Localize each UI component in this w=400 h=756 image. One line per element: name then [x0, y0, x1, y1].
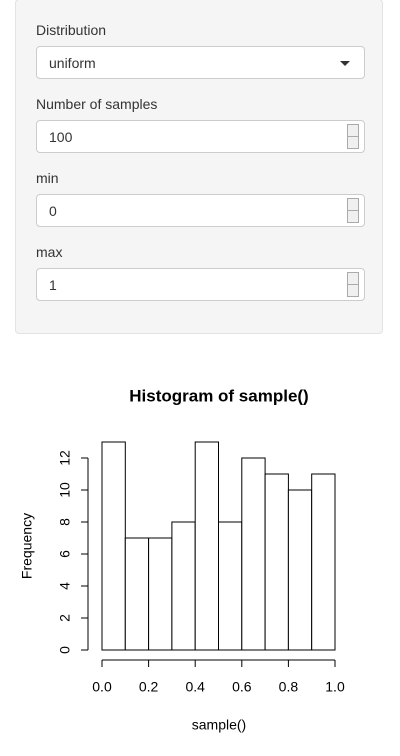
y-tick-label: 0 [57, 646, 73, 654]
chart-title: Histogram of sample() [129, 386, 308, 405]
y-tick-label: 4 [57, 582, 73, 590]
field-label: Distribution [36, 22, 107, 38]
x-tick-label: 0.6 [232, 679, 252, 695]
number-input[interactable]: 1 [36, 268, 365, 301]
x-tick-label: 1.0 [325, 679, 345, 695]
x-axis-label: sample() [192, 717, 246, 733]
spinner [347, 124, 359, 149]
number-input[interactable]: 0 [36, 194, 365, 227]
x-tick-label: 0.8 [279, 679, 299, 695]
select-input[interactable]: uniform [36, 46, 365, 79]
spinner [347, 272, 359, 297]
input-value: 100 [49, 129, 73, 145]
x-tick-label: 0.4 [185, 679, 205, 695]
y-tick-label: 12 [57, 450, 73, 466]
chart: Histogram of sample() sample() Frequency… [19, 386, 345, 733]
x-tick-label: 0.2 [139, 679, 159, 695]
bar [171, 521, 196, 651]
bar [124, 537, 150, 651]
spinner [347, 198, 359, 223]
input-value: uniform [49, 55, 96, 71]
bar [264, 473, 289, 651]
y-tick-label: 2 [57, 614, 73, 622]
number-input[interactable]: 100 [36, 120, 365, 153]
bar [101, 441, 126, 651]
y-tick-label: 8 [57, 518, 73, 526]
bar [311, 473, 336, 651]
dropdown-caret [340, 61, 350, 66]
x-tick-label: 0.0 [92, 679, 112, 695]
input-value: 1 [49, 277, 57, 293]
input-value: 0 [49, 203, 57, 219]
bar [148, 537, 173, 651]
y-tick-label: 10 [57, 482, 73, 498]
field-label: max [36, 244, 63, 260]
bar [194, 441, 219, 651]
sidebar-panel: Distribution uniform Number of samples 100 m… [15, 0, 383, 334]
field-label: Number of samples [36, 96, 158, 112]
y-tick-label: 6 [57, 550, 73, 558]
bar [287, 489, 313, 651]
bar [241, 457, 266, 651]
field-label: min [36, 170, 59, 186]
y-axis-label: Frequency [19, 513, 35, 579]
bar [218, 521, 243, 651]
